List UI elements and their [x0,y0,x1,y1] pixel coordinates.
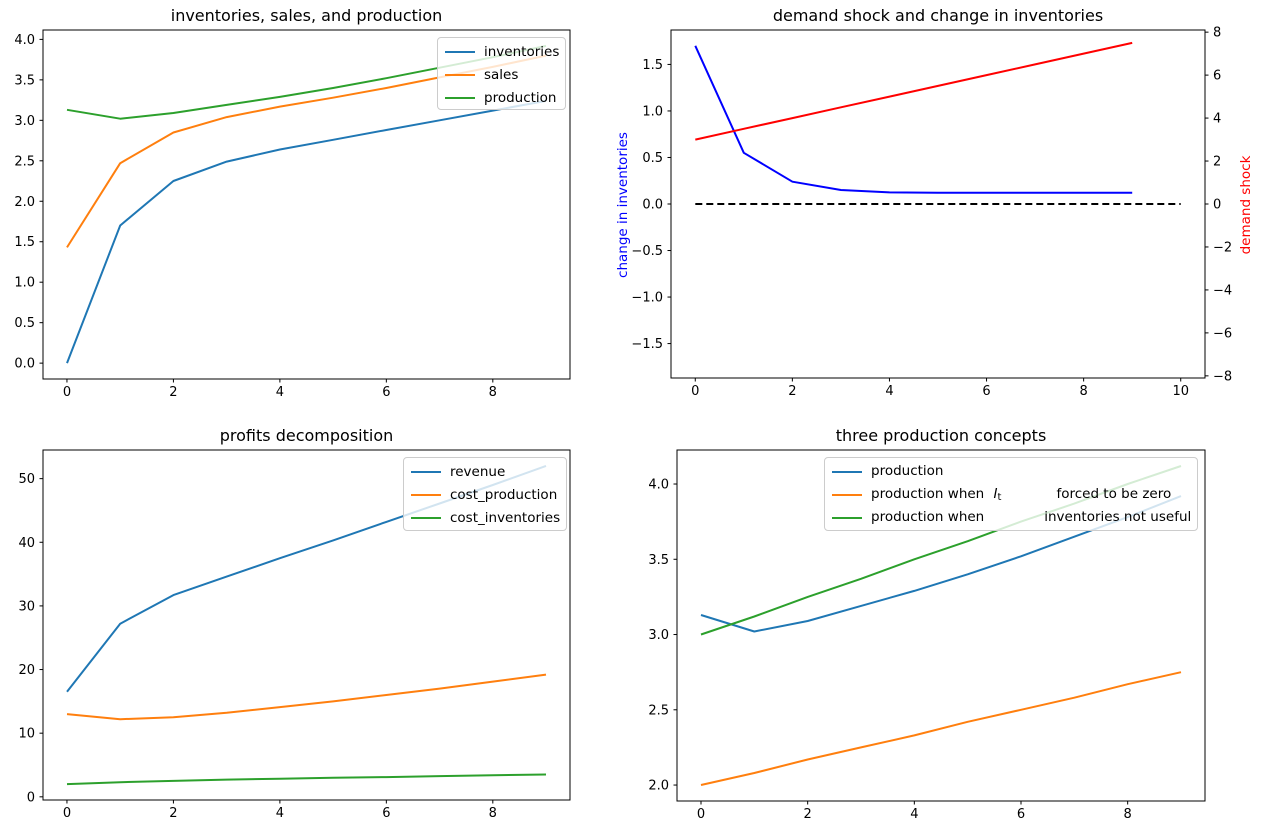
svg-text:4.0: 4.0 [14,33,35,48]
svg-text:8: 8 [1079,384,1087,399]
svg-text:20: 20 [18,663,35,678]
legend-label: production [484,89,557,106]
svg-text:3.0: 3.0 [14,114,35,129]
svg-text:2.0: 2.0 [14,195,35,210]
legend-item: sales [445,63,558,86]
legend-profits-decomposition: revenue cost_production cost_inventories [403,457,567,531]
svg-text:50: 50 [18,472,35,487]
svg-text:6: 6 [982,384,990,399]
svg-text:2: 2 [169,385,177,400]
svg-text:0: 0 [1213,198,1221,213]
svg-text:10: 10 [18,727,35,742]
svg-text:1.5: 1.5 [14,235,35,250]
legend-item: cost_inventories [411,506,561,529]
svg-text:6: 6 [382,385,390,400]
svg-text:2: 2 [169,806,177,821]
axis-label-change-in-inventories: change in inventories [615,132,631,278]
legend-item: production [445,86,558,109]
legend-item: production [832,460,1190,483]
legend-line-sample [445,73,475,76]
axis-label-demand-shock: demand shock [1238,155,1254,255]
svg-text:3.5: 3.5 [14,73,35,88]
legend-label: sales [484,66,519,83]
legend-line-sample [832,470,862,473]
legend-line-sample [411,516,441,519]
svg-text:0: 0 [27,790,35,805]
legend-label: cost_production [450,486,558,503]
legend-item: revenue [411,460,559,483]
svg-text:2: 2 [788,384,796,399]
svg-text:0: 0 [63,385,71,400]
svg-text:6: 6 [382,806,390,821]
legend-label: production when inventories not useful [871,509,1192,525]
svg-text:0: 0 [691,384,699,399]
svg-text:2: 2 [1213,155,1221,170]
svg-text:6: 6 [1213,69,1221,84]
svg-text:4.0: 4.0 [648,478,669,493]
title-demand-shock-change-inventories: demand shock and change in inventories [772,6,1104,25]
svg-text:−4: −4 [1213,283,1232,298]
svg-text:0.0: 0.0 [642,198,663,213]
svg-text:8: 8 [1124,807,1132,822]
legend-item: cost_production [411,483,559,506]
svg-text:8: 8 [489,385,497,400]
title-three-production-concepts: three production concepts [835,426,1047,445]
legend-item: production when It forced to be zero [832,483,1190,506]
legend-label: production [871,463,944,479]
svg-text:−2: −2 [1213,240,1232,255]
legend-inventories-sales-production: inventories sales production [437,37,566,110]
legend-label: cost_inventories [450,509,561,526]
svg-text:−0.5: −0.5 [631,244,663,259]
svg-text:3.5: 3.5 [648,553,669,568]
legend-item: inventories [445,40,560,63]
svg-text:−8: −8 [1213,369,1232,384]
legend-three-production-concepts: production production when It forced to b… [824,457,1198,531]
svg-text:2.0: 2.0 [648,779,669,794]
svg-text:−6: −6 [1213,326,1232,341]
title-profits-decomposition: profits decomposition [219,426,394,445]
legend-label: inventories [484,43,560,60]
svg-text:6: 6 [1017,807,1025,822]
legend-line-sample [411,493,441,496]
svg-text:30: 30 [18,599,35,614]
svg-text:2.5: 2.5 [14,154,35,169]
legend-line-sample [832,493,862,496]
svg-text:2.5: 2.5 [648,703,669,718]
svg-text:0.5: 0.5 [642,151,663,166]
svg-text:4: 4 [276,385,284,400]
legend-label: production when It forced to be zero [871,486,1172,503]
svg-text:40: 40 [18,536,35,551]
svg-text:4: 4 [910,807,918,822]
legend-line-sample [411,470,441,473]
svg-text:3.0: 3.0 [648,628,669,643]
svg-text:4: 4 [885,384,893,399]
legend-item: production when inventories not useful [832,506,1192,529]
svg-text:1.5: 1.5 [642,58,663,73]
legend-line-sample [445,50,475,53]
svg-text:1.0: 1.0 [642,104,663,119]
svg-text:4: 4 [1213,112,1221,127]
legend-label: revenue [450,463,506,480]
legend-line-sample [445,96,475,99]
title-inventories-sales-production: inventories, sales, and production [170,6,443,25]
svg-text:1.0: 1.0 [14,276,35,291]
svg-text:8: 8 [489,806,497,821]
svg-text:8: 8 [1213,26,1221,41]
svg-text:−1.0: −1.0 [631,291,663,306]
svg-text:0.5: 0.5 [14,316,35,331]
svg-text:0: 0 [63,806,71,821]
svg-text:−1.5: −1.5 [631,337,663,352]
svg-text:4: 4 [276,806,284,821]
svg-text:0.0: 0.0 [14,357,35,372]
svg-text:10: 10 [1172,384,1189,399]
svg-text:0: 0 [697,807,705,822]
svg-text:2: 2 [804,807,812,822]
legend-line-sample [832,516,862,519]
